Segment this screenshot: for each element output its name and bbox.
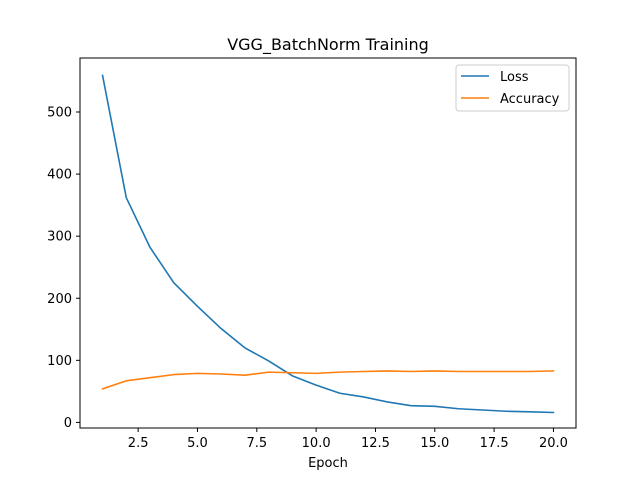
x-tick-label: 2.5 [128, 436, 149, 451]
chart-title: VGG_BatchNorm Training [227, 35, 429, 55]
x-tick-label: 20.0 [539, 436, 568, 451]
legend-label-loss: Loss [500, 70, 529, 85]
y-tick-label: 300 [47, 230, 72, 245]
x-axis-label: Epoch [308, 456, 348, 471]
plot-frame [79, 57, 577, 429]
series-line-loss [101, 74, 555, 414]
x-axis: 2.5 5.0 7.5 10.0 12.5 15.0 17.5 20.0 [128, 428, 568, 451]
x-tick-label: 7.5 [246, 436, 267, 451]
y-tick-label: 500 [47, 106, 72, 121]
y-tick-label: 400 [47, 168, 72, 183]
x-tick-label: 12.5 [361, 436, 390, 451]
y-tick-label: 200 [47, 292, 72, 307]
x-tick-label: 15.0 [420, 436, 449, 451]
y-tick-label: 100 [47, 354, 72, 369]
x-tick-label: 17.5 [480, 436, 509, 451]
series-layer [101, 74, 555, 414]
legend: Loss Accuracy [455, 64, 570, 112]
y-axis: 0 100 200 300 400 500 [47, 106, 80, 431]
x-tick-label: 5.0 [187, 436, 208, 451]
series-line-accuracy [101, 370, 555, 390]
x-tick-label: 10.0 [302, 436, 331, 451]
y-tick-label: 0 [64, 416, 72, 431]
legend-label-accuracy: Accuracy [500, 92, 560, 107]
